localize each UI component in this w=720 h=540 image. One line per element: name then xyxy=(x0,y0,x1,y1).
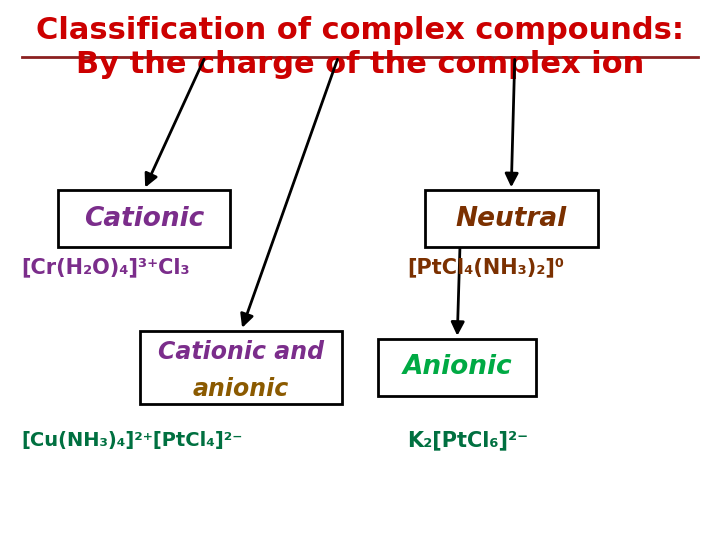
Text: [Cu(NH₃)₄]²⁺[PtCl₄]²⁻: [Cu(NH₃)₄]²⁺[PtCl₄]²⁻ xyxy=(22,430,243,450)
Text: anionic: anionic xyxy=(193,377,289,401)
Text: K₂[PtCl₆]²⁻: K₂[PtCl₆]²⁻ xyxy=(407,430,528,450)
FancyBboxPatch shape xyxy=(58,191,230,247)
Text: Cationic and: Cationic and xyxy=(158,340,324,364)
Text: Neutral: Neutral xyxy=(456,206,567,232)
FancyBboxPatch shape xyxy=(425,191,598,247)
FancyBboxPatch shape xyxy=(378,339,536,395)
Text: [PtCl₄(NH₃)₂]⁰: [PtCl₄(NH₃)₂]⁰ xyxy=(407,257,564,278)
Text: Cationic: Cationic xyxy=(84,206,204,232)
Text: Anionic: Anionic xyxy=(402,354,512,380)
Text: [Cr(H₂O)₄]³⁺Cl₃: [Cr(H₂O)₄]³⁺Cl₃ xyxy=(22,257,190,278)
Text: Classification of complex compounds:
By the charge of the complex ion: Classification of complex compounds: By … xyxy=(36,16,684,79)
FancyBboxPatch shape xyxy=(140,330,342,404)
